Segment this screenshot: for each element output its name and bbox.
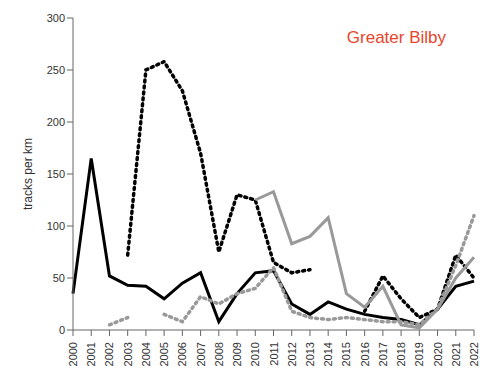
svg-text:2001: 2001 [85,342,97,366]
svg-text:2019: 2019 [413,342,425,366]
svg-text:2007: 2007 [195,342,207,366]
svg-text:2015: 2015 [340,342,352,366]
svg-text:2006: 2006 [176,342,188,366]
svg-text:100: 100 [47,220,65,232]
svg-text:2021: 2021 [450,342,462,366]
svg-text:0: 0 [59,324,65,336]
svg-text:2008: 2008 [213,342,225,366]
svg-text:2002: 2002 [103,342,115,366]
html-text:Greater Bilby: Greater Bilby [346,28,446,47]
svg-text:2022: 2022 [468,342,480,366]
svg-text:2010: 2010 [249,342,261,366]
svg-text:150: 150 [47,168,65,180]
svg-text:2013: 2013 [304,342,316,366]
svg-text:2011: 2011 [268,342,280,366]
svg-text:tracks per km: tracks per km [21,138,35,210]
svg-text:300: 300 [47,12,65,24]
svg-text:2000: 2000 [67,342,79,366]
svg-text:2003: 2003 [122,342,134,366]
svg-text:2016: 2016 [359,342,371,366]
svg-text:2018: 2018 [395,342,407,366]
svg-text:2014: 2014 [322,342,334,366]
svg-text:250: 250 [47,64,65,76]
svg-text:200: 200 [47,116,65,128]
svg-text:2009: 2009 [231,342,243,366]
svg-text:2012: 2012 [286,342,298,366]
svg-text:2005: 2005 [158,342,170,366]
svg-text:2004: 2004 [140,342,152,366]
svg-text:2020: 2020 [432,342,444,366]
svg-text:2017: 2017 [377,342,389,366]
svg-text:50: 50 [53,272,65,284]
